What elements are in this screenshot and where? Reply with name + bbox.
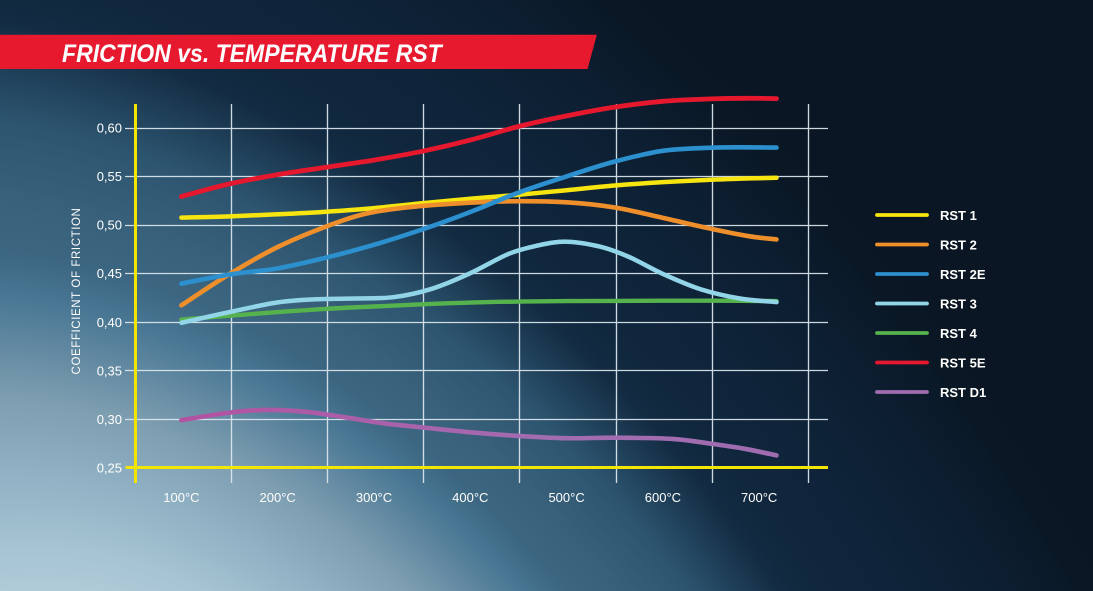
svg-text:400°C: 400°C	[452, 490, 488, 505]
svg-text:RST 3: RST 3	[940, 297, 977, 312]
svg-text:0,30: 0,30	[97, 412, 122, 427]
svg-text:200°C: 200°C	[260, 490, 296, 505]
svg-text:RST 2: RST 2	[940, 238, 977, 253]
svg-text:RST 5E: RST 5E	[940, 356, 986, 371]
svg-text:0,60: 0,60	[97, 121, 122, 136]
svg-text:FRICTION vs. TEMPERATURE RST: FRICTION vs. TEMPERATURE RST	[62, 40, 444, 68]
svg-text:RST 4: RST 4	[940, 326, 978, 341]
svg-text:300°C: 300°C	[356, 490, 392, 505]
svg-text:100°C: 100°C	[163, 490, 199, 505]
svg-text:0,50: 0,50	[97, 218, 122, 233]
svg-text:0,35: 0,35	[97, 363, 122, 378]
svg-text:COEFFICIENT OF FRICTION: COEFFICIENT OF FRICTION	[71, 208, 83, 375]
svg-text:RST D1: RST D1	[940, 385, 986, 400]
svg-text:0,55: 0,55	[97, 169, 122, 184]
svg-text:RST 1: RST 1	[940, 208, 977, 223]
svg-text:0,45: 0,45	[97, 266, 122, 281]
svg-text:600°C: 600°C	[645, 490, 681, 505]
svg-text:RST 2E: RST 2E	[940, 267, 986, 282]
svg-text:0,25: 0,25	[97, 461, 122, 476]
svg-text:700°C: 700°C	[741, 490, 777, 505]
svg-text:500°C: 500°C	[548, 490, 584, 505]
svg-text:0,40: 0,40	[97, 315, 122, 330]
